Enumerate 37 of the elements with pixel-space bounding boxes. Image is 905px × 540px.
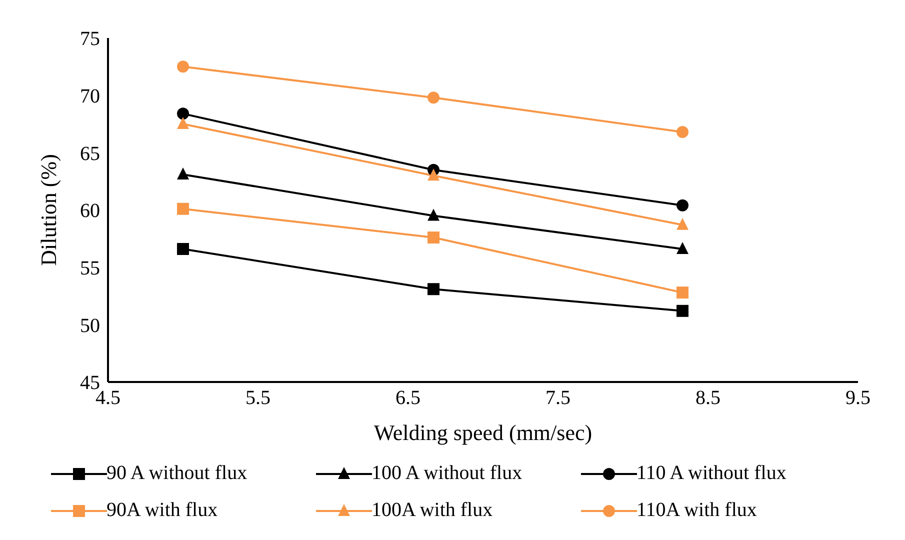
- point: [428, 168, 440, 181]
- x-axis-title: Welding speed (mm/sec): [374, 420, 592, 445]
- point: [177, 117, 189, 129]
- legend-label: 100 A without flux: [372, 462, 522, 485]
- point: [177, 242, 189, 255]
- x-tick-label: 8.5: [696, 387, 720, 410]
- point: [676, 304, 688, 317]
- legend-label: 90 A without flux: [106, 462, 248, 485]
- point: [177, 60, 189, 73]
- point: [676, 199, 688, 212]
- point: [676, 242, 688, 254]
- point: [428, 283, 440, 296]
- y-axis-title: Dilution (%): [36, 154, 61, 266]
- x-tick-label: 5.5: [246, 387, 270, 410]
- legend-label: 110 A without flux: [636, 462, 786, 485]
- point: [177, 202, 189, 215]
- point: [177, 108, 189, 120]
- point: [428, 232, 440, 244]
- point: [177, 167, 189, 180]
- y-tick-label: 45: [80, 372, 100, 394]
- y-tick-label: 60: [80, 200, 100, 222]
- y-tick-label: 65: [80, 142, 100, 165]
- y-tick-label: 70: [80, 85, 100, 108]
- point: [428, 208, 440, 221]
- point: [676, 126, 688, 138]
- x-tick-label: 6.5: [396, 387, 420, 410]
- y-tick-label: 50: [80, 314, 100, 337]
- x-tick-label: 7.5: [546, 387, 570, 410]
- legend-label: 110A with flux: [636, 499, 757, 522]
- point: [428, 92, 440, 104]
- point: [676, 218, 688, 230]
- x-tick-label: 9.5: [846, 387, 870, 410]
- legend-label: 100A with flux: [372, 499, 493, 522]
- y-tick-label: 75: [80, 28, 100, 50]
- y-tick-label: 55: [80, 257, 100, 280]
- legend-label: 90A with flux: [106, 499, 218, 522]
- point: [676, 286, 688, 299]
